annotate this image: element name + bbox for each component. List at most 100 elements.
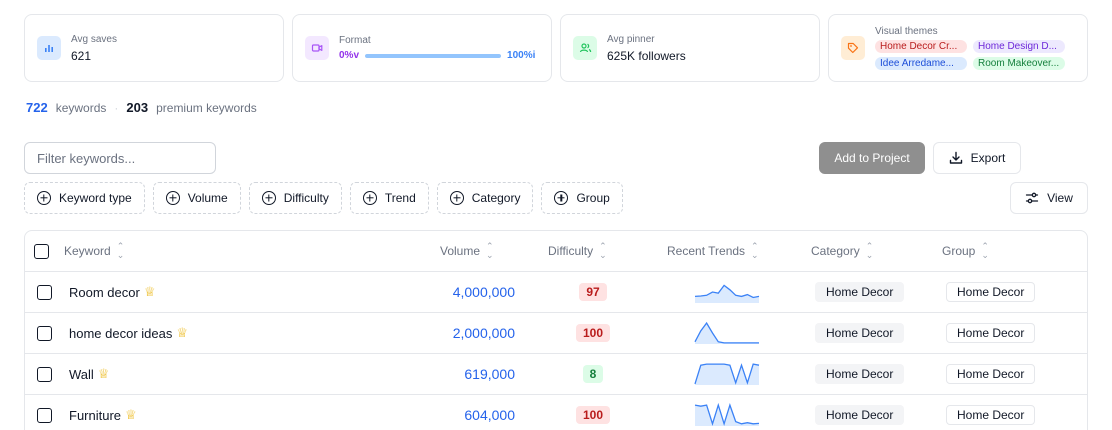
- format-left-value: 0%v: [339, 50, 360, 61]
- filter-chip-group[interactable]: Group: [541, 182, 623, 214]
- avg-pinner-label: Avg pinner: [607, 33, 655, 45]
- header-trends-label: Recent Trends: [667, 244, 746, 258]
- select-all-checkbox[interactable]: [34, 243, 49, 259]
- sort-icon[interactable]: ⌃ ⌄: [599, 241, 607, 260]
- group-cell[interactable]: Home Decor: [946, 354, 1036, 394]
- bar-chart-icon: [37, 36, 61, 60]
- row-checkbox[interactable]: [37, 325, 52, 341]
- difficulty-badge: 8: [582, 365, 604, 383]
- header-keyword[interactable]: Keyword ⌃ ⌄: [64, 231, 124, 271]
- keyword-text[interactable]: Room decor: [69, 284, 140, 300]
- premium-count: 203: [126, 100, 149, 115]
- row-checkbox-cell[interactable]: [37, 272, 52, 312]
- row-checkbox[interactable]: [37, 407, 52, 423]
- difficulty-badge: 100: [575, 406, 611, 424]
- volume-cell: 604,000: [464, 395, 515, 430]
- row-checkbox[interactable]: [37, 284, 52, 300]
- keyword-text[interactable]: home decor ideas: [69, 325, 173, 341]
- add-to-project-label: Add to Project: [834, 151, 910, 165]
- difficulty-cell: 8: [545, 354, 641, 394]
- group-badge[interactable]: Home Decor: [946, 364, 1036, 384]
- category-badge: Home Decor: [815, 323, 905, 343]
- group-cell[interactable]: Home Decor: [946, 313, 1036, 353]
- format-progress-fill: [365, 53, 502, 58]
- header-trends[interactable]: Recent Trends ⌃ ⌄: [667, 231, 759, 271]
- difficulty-cell: 97: [545, 272, 641, 312]
- category-badge: Home Decor: [815, 405, 905, 425]
- row-checkbox-cell[interactable]: [37, 395, 52, 430]
- theme-tag[interactable]: Home Decor Cr...: [875, 40, 967, 53]
- select-all-checkbox-cell[interactable]: [34, 231, 49, 271]
- view-label: View: [1047, 191, 1073, 205]
- category-cell: Home Decor: [815, 272, 905, 312]
- category-cell: Home Decor: [815, 354, 905, 394]
- group-badge[interactable]: Home Decor: [946, 323, 1036, 343]
- category-badge: Home Decor: [815, 282, 905, 302]
- keyword-text[interactable]: Wall: [69, 366, 94, 382]
- sliders-icon: [1025, 192, 1039, 204]
- sort-icon[interactable]: ⌃ ⌄: [751, 241, 759, 260]
- plus-circle-icon: [362, 191, 377, 205]
- theme-tag[interactable]: Room Makeover...: [973, 57, 1065, 70]
- sort-icon[interactable]: ⌃ ⌄: [116, 241, 125, 260]
- group-badge[interactable]: Home Decor: [946, 405, 1036, 425]
- group-cell[interactable]: Home Decor: [946, 272, 1036, 312]
- difficulty-cell: 100: [545, 395, 641, 430]
- visual-themes-label: Visual themes: [875, 26, 938, 37]
- volume-cell: 619,000: [464, 354, 515, 394]
- trend-sparkline: [694, 321, 759, 344]
- avg-pinner-value: 625K followers: [607, 48, 686, 63]
- filter-chip-category[interactable]: Category: [436, 182, 534, 214]
- filter-chip-label: Trend: [384, 191, 416, 205]
- sort-icon[interactable]: ⌃ ⌄: [486, 241, 494, 260]
- plus-circle-icon: [37, 191, 51, 205]
- group-cell[interactable]: Home Decor: [946, 395, 1036, 430]
- keyword-text[interactable]: Furniture: [69, 407, 122, 423]
- plus-circle-icon: [165, 191, 180, 205]
- export-button[interactable]: Export: [933, 142, 1021, 174]
- filter-chip-difficulty[interactable]: Difficulty: [248, 182, 342, 214]
- table-row[interactable]: Wall ♕ 619,000 8 Home Decor Home Decor: [25, 354, 1087, 395]
- filter-chip-volume[interactable]: Volume: [152, 182, 241, 214]
- keyword-cell[interactable]: home decor ideas ♕: [69, 313, 188, 353]
- avg-saves-label: Avg saves: [71, 33, 117, 45]
- premium-count-label: premium keywords: [156, 101, 257, 115]
- volume-value: 4,000,000: [452, 284, 515, 300]
- avg-pinner-card: Avg pinner 625K followers: [560, 14, 820, 82]
- theme-tag[interactable]: Home Design D...: [973, 40, 1065, 53]
- filter-chip-trend[interactable]: Trend: [349, 182, 429, 214]
- volume-value: 619,000: [464, 366, 515, 382]
- filter-keywords-input[interactable]: [24, 142, 216, 174]
- view-button[interactable]: View: [1010, 182, 1088, 214]
- add-to-project-button[interactable]: Add to Project: [819, 142, 925, 174]
- keyword-cell[interactable]: Room decor ♕: [69, 272, 155, 312]
- row-checkbox[interactable]: [37, 366, 52, 382]
- trend-sparkline: [694, 402, 760, 426]
- header-group[interactable]: Group ⌃ ⌄: [942, 231, 989, 271]
- row-checkbox-cell[interactable]: [37, 354, 52, 394]
- table-row[interactable]: home decor ideas ♕ 2,000,000 100 Home Decor H…: [25, 313, 1087, 354]
- header-category-label: Category: [811, 244, 860, 258]
- group-badge[interactable]: Home Decor: [946, 282, 1036, 302]
- header-category[interactable]: Category ⌃ ⌄: [811, 231, 873, 271]
- keyword-cell[interactable]: Wall ♕: [69, 354, 109, 394]
- header-volume[interactable]: Volume ⌃ ⌄: [440, 231, 494, 271]
- theme-tag[interactable]: Idee Arredame...: [875, 57, 967, 70]
- row-checkbox-cell[interactable]: [37, 313, 52, 353]
- keyword-count-label: keywords: [55, 101, 107, 115]
- sort-icon[interactable]: ⌃ ⌄: [981, 241, 989, 260]
- keyword-count: 722: [26, 100, 48, 115]
- visual-themes-tags: Home Decor Cr... Home Design D... Idee Arr…: [875, 40, 1065, 70]
- crown-icon: ♕: [125, 407, 137, 422]
- header-group-label: Group: [942, 244, 976, 258]
- trend-sparkline: [694, 284, 760, 303]
- volume-cell: 4,000,000: [453, 272, 515, 312]
- table-row[interactable]: Furniture ♕ 604,000 100 Home Decor Home Decor: [25, 395, 1087, 430]
- filter-chip-keyword-type[interactable]: Keyword type: [24, 182, 145, 214]
- sort-icon[interactable]: ⌃ ⌄: [865, 241, 874, 260]
- header-difficulty-label: Difficulty: [548, 244, 594, 258]
- difficulty-badge: 97: [579, 283, 607, 301]
- header-difficulty[interactable]: Difficulty ⌃ ⌄: [548, 231, 607, 271]
- table-row[interactable]: Room decor ♕ 4,000,000 97 Home Decor Home Dec…: [25, 272, 1087, 313]
- keyword-cell[interactable]: Furniture ♕: [69, 395, 137, 430]
